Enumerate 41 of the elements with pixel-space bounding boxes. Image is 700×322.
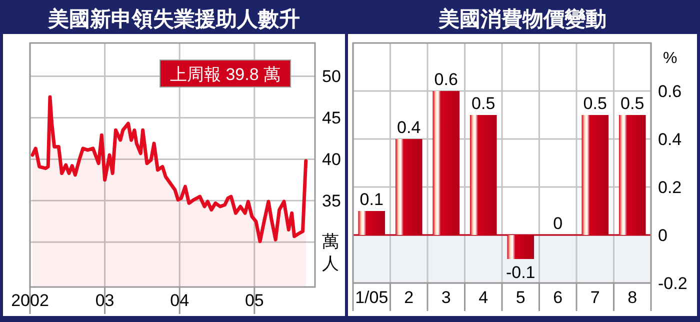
data-label: 0	[553, 214, 563, 233]
annotation: 上周報 39.8 萬	[170, 65, 281, 84]
x-tick-label: 05	[244, 291, 264, 310]
y-tick-label: 50	[322, 67, 341, 86]
y-tick-label: 40	[322, 150, 341, 170]
y-tick-label: 35	[322, 192, 341, 211]
data-label: 0.5	[620, 94, 644, 113]
y-axis-title: %	[663, 50, 678, 67]
y-tick-label: 0	[658, 226, 668, 245]
y-tick-label: 0.4	[658, 130, 682, 149]
bar	[395, 139, 422, 235]
chart-title: 美國消費物價變動	[438, 7, 606, 31]
x-tick-label: 04	[170, 291, 190, 310]
y-tick-label: 0.6	[658, 82, 682, 101]
bar	[618, 115, 646, 235]
x-tick-label: 6	[553, 288, 563, 307]
data-label: 0.1	[360, 190, 384, 209]
y-axis-title: 萬人	[322, 232, 339, 273]
y-tick-label: 45	[322, 108, 341, 128]
data-label: 0.5	[472, 94, 496, 113]
bar	[358, 211, 386, 235]
x-tick-label: 03	[95, 291, 114, 310]
bar	[507, 235, 534, 259]
data-label: 0.5	[583, 94, 607, 113]
x-tick-label: 4	[478, 288, 488, 307]
bar	[470, 115, 497, 235]
bar	[582, 115, 609, 235]
x-tick-label: 8	[628, 288, 638, 307]
x-tick-label: 1/05	[355, 288, 388, 307]
y-tick-label: -0.2	[658, 274, 688, 293]
x-tick-label: 7	[590, 288, 600, 307]
data-label: -0.1	[506, 263, 536, 282]
x-tick-label: 5	[516, 288, 526, 307]
bar	[432, 91, 460, 235]
x-tick-label: 3	[441, 288, 451, 307]
data-label: 0.4	[397, 118, 421, 137]
x-tick-label: 2002	[11, 291, 49, 310]
y-tick-label: 0.2	[658, 178, 682, 197]
chart-title: 美國新申領失業援助人數升	[47, 7, 300, 31]
x-tick-label: 2	[404, 288, 414, 307]
data-label: 0.6	[434, 70, 458, 89]
